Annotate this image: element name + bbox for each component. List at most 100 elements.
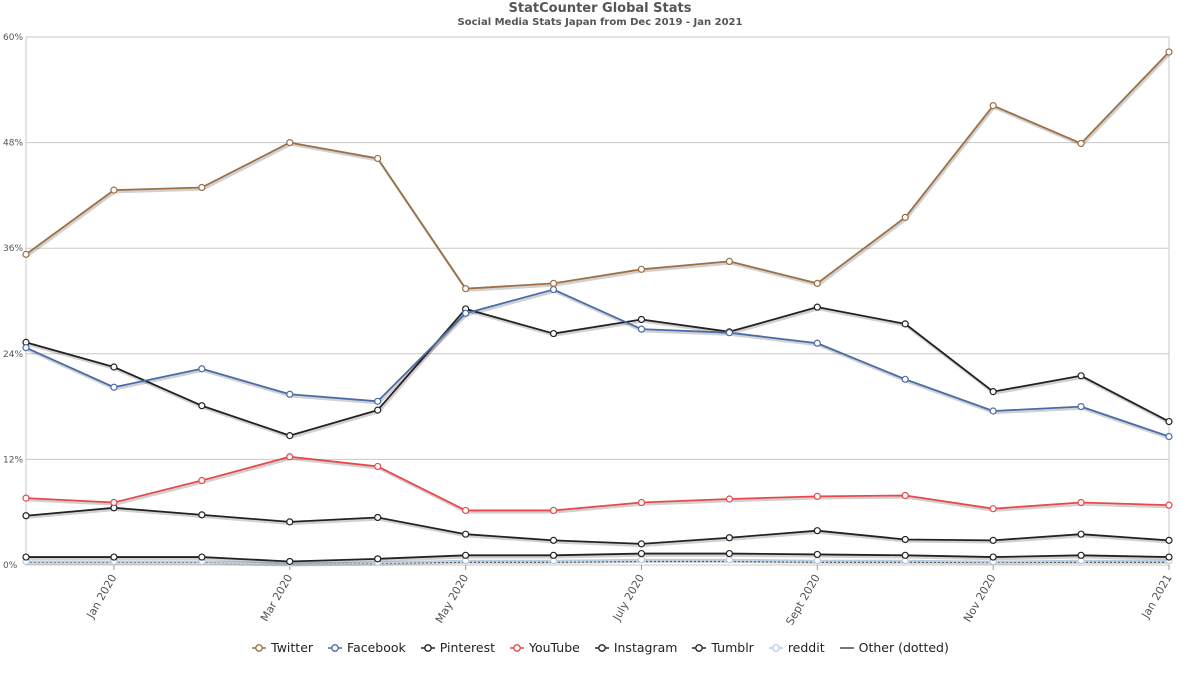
data-point [549, 551, 558, 559]
legend-item-other-dotted[interactable]: Other (dotted) [839, 640, 949, 655]
legend-label: reddit [787, 640, 825, 655]
y-tick-label: 60% [3, 33, 23, 43]
series-line [26, 560, 1169, 564]
x-axis-labels: Jan 2020 Mar 2020 May 2020 July 2020 Sept 20… [84, 572, 1175, 627]
data-point [22, 344, 30, 352]
data-point [462, 530, 470, 538]
series-shadow [26, 290, 1171, 440]
data-point [110, 553, 118, 561]
data-point [22, 250, 30, 258]
series-line [25, 51, 1170, 290]
series-instagram [22, 504, 1173, 548]
y-tick-label: 12% [3, 455, 23, 465]
legend-marker-icon [594, 643, 609, 652]
data-point [637, 498, 646, 507]
legend-item-reddit[interactable]: reddit [768, 640, 825, 655]
series-shadow [26, 53, 1171, 292]
legend-label: Instagram [613, 640, 678, 655]
data-point [286, 453, 294, 461]
data-point [901, 375, 909, 383]
data-point [901, 213, 909, 221]
data-point [549, 329, 558, 338]
data-point [989, 553, 997, 561]
data-point [725, 549, 733, 558]
data-point [989, 407, 997, 415]
x-tick-label: July 2020 [610, 572, 647, 624]
data-point [1165, 432, 1173, 441]
legend-item-pinterest[interactable]: Pinterest [420, 640, 495, 655]
data-point [198, 183, 206, 192]
legend-label: Tumblr [711, 640, 754, 655]
x-tick-label: Mar 2020 [258, 572, 295, 624]
data-point [1165, 501, 1173, 509]
series-youtube [22, 453, 1173, 515]
chart-title: StatCounter Global Stats [508, 1, 692, 16]
data-point [901, 320, 909, 328]
data-point [1077, 372, 1085, 380]
data-point [637, 549, 646, 558]
legend-item-tumblr[interactable]: Tumblr [691, 640, 754, 655]
data-point [813, 527, 821, 535]
series-other-dotted [26, 560, 1169, 564]
series-facebook [22, 285, 1173, 441]
data-point [725, 556, 733, 564]
y-tick-label: 48% [3, 139, 23, 149]
data-point [813, 556, 821, 565]
data-point [286, 390, 294, 398]
data-point [374, 555, 382, 563]
chart-legend: Twitter Facebook Pinterest YouTube Instagram… [0, 640, 1200, 655]
legend-label: YouTube [528, 640, 580, 655]
series-shadow [26, 457, 1171, 514]
data-point [725, 329, 733, 337]
data-point [1165, 48, 1173, 56]
series-line [25, 288, 1170, 438]
data-point [110, 363, 118, 371]
data-point [198, 476, 206, 485]
x-tick-label: Jan 2020 [84, 572, 120, 621]
data-point [1077, 498, 1085, 507]
data-point [1077, 139, 1085, 148]
y-tick-label: 24% [3, 350, 23, 360]
legend-marker-icon [328, 643, 343, 652]
data-point [549, 506, 558, 515]
series-shadow [26, 508, 1171, 548]
data-point [462, 506, 470, 515]
data-point [286, 432, 294, 440]
series-line [25, 455, 1170, 512]
data-point [901, 551, 909, 559]
x-tick-label: Nov 2020 [961, 572, 999, 624]
data-point [286, 518, 294, 526]
legend-label: Other (dotted) [858, 640, 949, 655]
data-point [1077, 530, 1085, 538]
data-point [1165, 536, 1173, 544]
x-tick-label: Sept 2020 [783, 572, 823, 627]
data-point [725, 495, 733, 503]
data-point [286, 139, 294, 147]
series-line [25, 506, 1170, 545]
legend-item-facebook[interactable]: Facebook [327, 640, 406, 655]
legend-item-twitter[interactable]: Twitter [251, 640, 313, 655]
data-point [198, 553, 206, 561]
data-point [813, 550, 821, 559]
data-point [901, 491, 909, 500]
data-point [549, 279, 558, 287]
data-point [989, 505, 997, 513]
data-point [286, 557, 294, 566]
data-point [462, 285, 470, 293]
legend-label: Facebook [347, 640, 406, 655]
data-point [374, 154, 382, 163]
data-point [374, 462, 382, 471]
data-point [637, 556, 646, 564]
legend-item-youtube[interactable]: YouTube [509, 640, 580, 655]
data-point [374, 397, 382, 405]
data-point [22, 553, 30, 561]
legend-item-instagram[interactable]: Instagram [594, 640, 678, 655]
data-point [198, 511, 206, 519]
legend-marker-icon [692, 643, 707, 652]
legend-marker-icon [420, 643, 435, 652]
data-point [462, 551, 470, 559]
data-point [1077, 403, 1085, 411]
legend-marker-icon [768, 643, 783, 652]
grid-lines [26, 36, 1169, 566]
data-point [989, 388, 997, 396]
